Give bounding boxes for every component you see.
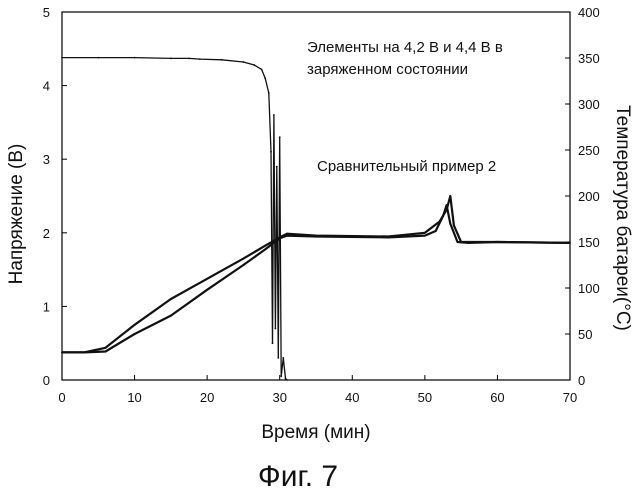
series-1-point — [97, 57, 99, 59]
series-3-point — [569, 242, 571, 244]
series-1-point — [285, 378, 287, 380]
series-3-point — [134, 324, 136, 326]
series-1-point — [280, 375, 282, 377]
y2-tick-label: 350 — [578, 51, 600, 66]
x-tick-label: 50 — [418, 390, 432, 405]
series-1-point — [243, 61, 245, 63]
series-1-point — [273, 114, 275, 116]
series-2-point — [206, 289, 208, 291]
series-1-point — [275, 328, 277, 330]
series-3-point — [315, 235, 317, 237]
series-2-point — [243, 264, 245, 266]
series-3-point — [83, 352, 85, 354]
series-1-point — [253, 64, 255, 66]
series-1-point — [261, 69, 263, 71]
series-1-point — [268, 92, 270, 94]
series-2-point — [449, 223, 451, 225]
y2-tick-label: 150 — [578, 235, 600, 250]
series-1-point — [221, 59, 223, 61]
y2-tick-label: 0 — [578, 373, 585, 388]
series-3-point — [264, 245, 266, 247]
y2-tick-label: 250 — [578, 143, 600, 158]
annotation-line-2: заряженном состоянии — [307, 61, 468, 78]
x-tick-label: 0 — [58, 390, 65, 405]
x-tick-label: 60 — [490, 390, 504, 405]
series-line-1 — [62, 58, 287, 380]
series-3-point — [439, 221, 441, 223]
series-1-point — [199, 58, 201, 60]
series-3-point — [497, 241, 499, 243]
series-line-2 — [62, 205, 570, 352]
series-1-point — [61, 57, 63, 59]
series-2-point — [134, 333, 136, 335]
series-group — [61, 57, 571, 381]
series-1-point — [134, 57, 136, 59]
series-1-point — [270, 151, 272, 153]
series-3-point — [170, 298, 172, 300]
series-1-point — [277, 357, 279, 359]
series-3-point — [446, 209, 448, 211]
x-axis-title: Время (мин) — [261, 422, 370, 443]
y2-axis-title: Температура батареи(°C) — [612, 105, 633, 331]
series-1-point — [188, 58, 190, 60]
series-line-3 — [62, 196, 570, 352]
series-3-point — [424, 232, 426, 234]
figure-caption: Фиг. 7 — [258, 460, 338, 493]
x-tick-label: 70 — [563, 390, 577, 405]
y-axis-title: Напряжение (В) — [6, 144, 27, 285]
y-tick-label: 2 — [43, 226, 50, 241]
series-1-point — [272, 342, 274, 344]
y-tick-label: 3 — [43, 152, 50, 167]
y2-tick-label: 300 — [578, 97, 600, 112]
series-3-point — [468, 241, 470, 243]
series-2-point — [105, 351, 107, 353]
y-tick-label: 1 — [43, 299, 50, 314]
series-3-point — [243, 258, 245, 260]
series-1-point — [279, 136, 281, 138]
series-3-point — [449, 195, 451, 197]
x-tick-label: 30 — [272, 390, 286, 405]
y-tick-label: 0 — [43, 373, 50, 388]
series-3-point — [388, 236, 390, 238]
chart: 0102030405060700123450501001502002503003… — [0, 0, 640, 500]
y2-tick-label: 50 — [578, 327, 592, 342]
y2-tick-label: 400 — [578, 5, 600, 20]
series-2-point — [435, 230, 437, 232]
series-2-point — [424, 235, 426, 237]
annotation-line-1: Элементы на 4,2 В и 4,4 В в — [307, 39, 503, 56]
x-tick-label: 40 — [345, 390, 359, 405]
x-tick-label: 20 — [200, 390, 214, 405]
series-2-point — [264, 249, 266, 251]
series-2-point — [170, 315, 172, 317]
series-1-point — [282, 357, 284, 359]
y-tick-label: 4 — [43, 79, 50, 94]
series-1-point — [264, 77, 266, 79]
series-1-point — [276, 166, 278, 168]
series-1-point — [286, 379, 288, 381]
x-tick-label: 10 — [127, 390, 141, 405]
annotation-comparative-example: Сравнительный пример 2 — [317, 158, 496, 175]
series-3-point — [105, 347, 107, 349]
series-2-point — [457, 241, 459, 243]
y2-tick-label: 200 — [578, 189, 600, 204]
series-3-point — [206, 278, 208, 280]
series-3-point — [61, 352, 63, 354]
series-3-point — [460, 241, 462, 243]
series-3-point — [286, 233, 288, 235]
series-3-point — [279, 237, 281, 239]
series-1-point — [170, 58, 172, 60]
series-3-point — [453, 225, 455, 227]
y2-tick-label: 100 — [578, 281, 600, 296]
y-tick-label: 5 — [43, 5, 50, 20]
